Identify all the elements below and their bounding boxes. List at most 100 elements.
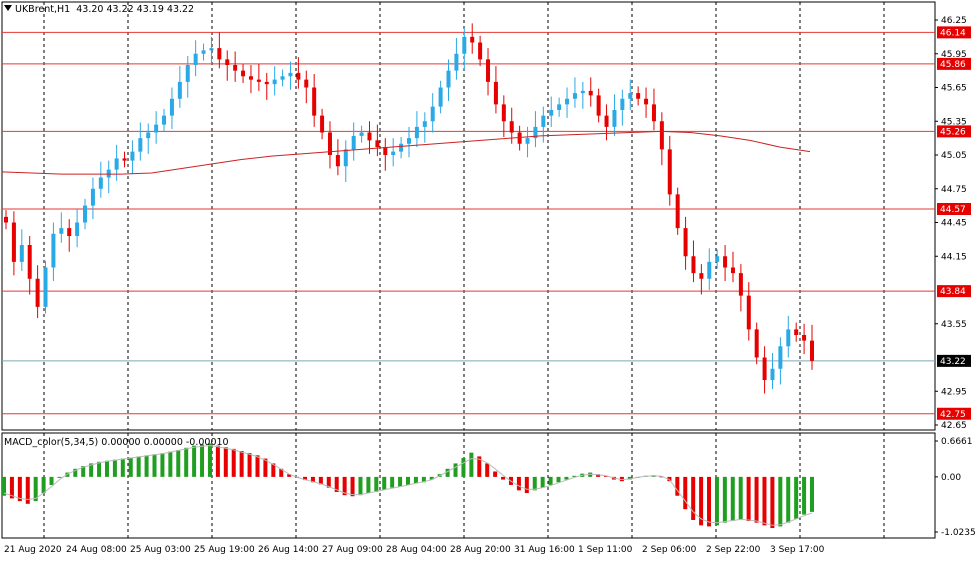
- x-axis-tick-label: 27 Aug 09:00: [322, 545, 383, 555]
- candle-body: [272, 79, 277, 85]
- macd-histogram-bar: [350, 476, 355, 497]
- candle-body: [177, 81, 182, 99]
- price-level-tag: [937, 285, 971, 298]
- macd-histogram-bar: [263, 458, 268, 477]
- macd-histogram-bar: [746, 476, 751, 522]
- candle-body: [383, 147, 388, 155]
- candle-body: [470, 36, 475, 43]
- moving-average-line: [1, 130, 811, 175]
- macd-histogram-bar: [192, 445, 197, 477]
- macd-histogram-bar: [667, 476, 672, 482]
- price-level-tag: [937, 203, 971, 215]
- macd-histogram-bar: [326, 476, 331, 488]
- y-axis-tick-label: 45.05: [941, 151, 967, 161]
- macd-histogram-bar: [429, 476, 434, 480]
- candle-body: [612, 110, 617, 127]
- candle-body: [217, 48, 222, 60]
- macd-histogram-bar: [144, 455, 149, 477]
- macd-histogram-bar: [556, 476, 561, 483]
- candle-body: [509, 121, 514, 133]
- candle-body: [438, 87, 443, 107]
- candle-body: [320, 115, 325, 133]
- candle-body: [146, 132, 151, 139]
- candle-body: [169, 98, 174, 116]
- candle-body: [414, 126, 419, 139]
- y-axis-tick-label: 46.25: [941, 16, 967, 26]
- macd-histogram-bar: [390, 476, 395, 488]
- price-level-tag: [937, 26, 971, 39]
- macd-histogram-bar: [382, 476, 387, 490]
- macd-histogram-bar: [778, 476, 783, 527]
- macd-histogram-bar: [120, 458, 125, 477]
- candle-body: [343, 149, 348, 167]
- candle-body: [604, 115, 609, 127]
- candle-body: [770, 368, 775, 380]
- y-axis-tick-label: 45.95: [941, 50, 967, 60]
- macd-histogram-bar: [374, 476, 379, 492]
- macd-histogram-bar: [255, 455, 260, 477]
- macd-histogram-bar: [770, 476, 775, 529]
- y-axis-tick-label: 45.35: [941, 117, 967, 127]
- macd-histogram-bar: [485, 463, 490, 477]
- candle-body: [130, 151, 135, 161]
- macd-histogram-bar: [596, 474, 601, 477]
- macd-y-tick-label: -1.02351: [941, 528, 976, 538]
- macd-histogram-bar: [786, 476, 791, 523]
- candle-body: [241, 70, 246, 77]
- macd-histogram-bar: [699, 476, 704, 526]
- macd-histogram-bar: [501, 476, 506, 480]
- candle-body: [810, 340, 814, 361]
- macd-histogram-bar: [49, 476, 54, 485]
- macd-histogram-bar: [738, 476, 743, 520]
- macd-histogram-bar: [73, 468, 78, 477]
- macd-histogram-bar: [730, 476, 735, 522]
- candle-body: [114, 158, 119, 170]
- candle-body: [327, 132, 332, 155]
- candle-body: [35, 278, 40, 307]
- macd-histogram-bar: [215, 445, 220, 477]
- candle-body: [517, 132, 522, 144]
- main-plot-frame: [1, 1, 936, 431]
- macd-histogram-bar: [524, 476, 529, 494]
- macd-y-tick-label: 0.00: [941, 473, 961, 483]
- candle-body: [486, 59, 491, 82]
- candle-body: [691, 256, 696, 274]
- candle-body: [335, 155, 340, 167]
- candle-body: [162, 115, 167, 125]
- candle-body: [786, 329, 791, 347]
- macd-histogram-bar: [334, 476, 339, 492]
- macd-histogram-bar: [532, 476, 537, 491]
- candle-body: [90, 188, 95, 206]
- macd-histogram-bar: [128, 457, 133, 477]
- candle-body: [185, 65, 190, 82]
- candle-body: [407, 138, 411, 144]
- candle-body: [454, 53, 459, 71]
- candle-body: [794, 329, 799, 335]
- candle-body: [98, 177, 103, 189]
- macd-histogram-bar: [318, 476, 323, 485]
- macd-histogram-bar: [271, 463, 276, 477]
- candle-body: [715, 256, 720, 262]
- candle-body: [525, 138, 530, 144]
- macd-histogram-bar: [81, 466, 86, 477]
- candle-body: [675, 194, 680, 229]
- macd-histogram-bar: [540, 476, 545, 488]
- candle-body: [738, 273, 743, 296]
- macd-histogram-bar: [358, 476, 363, 496]
- macd-histogram-bar: [461, 458, 466, 477]
- candle-body: [264, 81, 269, 85]
- candle-body: [533, 126, 538, 139]
- candle-body: [446, 70, 451, 88]
- y-axis-tick-label: 43.55: [941, 320, 967, 330]
- candle-body: [723, 256, 728, 268]
- candle-body: [549, 110, 554, 116]
- x-axis-tick-label: 31 Aug 16:00: [514, 545, 575, 555]
- candle-body: [651, 104, 656, 122]
- candle-body: [106, 169, 111, 178]
- candle-body: [359, 132, 364, 136]
- triangle-down-icon[interactable]: [4, 5, 12, 11]
- macd-histogram-bar: [683, 476, 688, 510]
- macd-histogram-bar: [136, 456, 141, 477]
